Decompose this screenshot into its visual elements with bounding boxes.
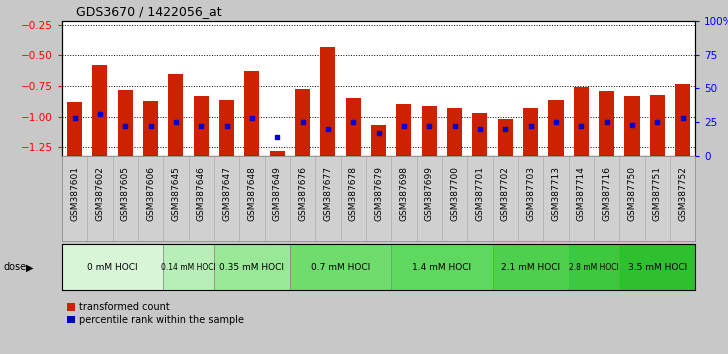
- Text: 0.35 mM HOCl: 0.35 mM HOCl: [219, 263, 285, 272]
- Text: GSM387716: GSM387716: [602, 166, 611, 221]
- Text: ▶: ▶: [25, 262, 33, 272]
- Bar: [625, 96, 639, 156]
- Text: GSM387751: GSM387751: [653, 166, 662, 221]
- Text: GSM387752: GSM387752: [678, 166, 687, 221]
- Bar: [194, 96, 209, 156]
- Text: GSM387646: GSM387646: [197, 166, 206, 221]
- Bar: [493, 156, 518, 241]
- Bar: [416, 156, 442, 241]
- Bar: [118, 90, 132, 156]
- Bar: [189, 156, 214, 241]
- Bar: [447, 108, 462, 156]
- Bar: [396, 104, 411, 156]
- Bar: [290, 244, 391, 290]
- Bar: [523, 108, 538, 156]
- Bar: [442, 156, 467, 241]
- Text: GSM387701: GSM387701: [475, 166, 484, 221]
- Text: GSM387698: GSM387698: [400, 166, 408, 221]
- Bar: [620, 156, 644, 241]
- Bar: [113, 156, 138, 241]
- Text: GSM387700: GSM387700: [450, 166, 459, 221]
- Text: GSM387713: GSM387713: [551, 166, 561, 221]
- Bar: [341, 156, 366, 241]
- Text: 1.4 mM HOCl: 1.4 mM HOCl: [412, 263, 472, 272]
- Text: GSM387648: GSM387648: [248, 166, 256, 221]
- Text: GSM387647: GSM387647: [222, 166, 231, 221]
- Bar: [168, 74, 183, 156]
- Text: GSM387679: GSM387679: [374, 166, 383, 221]
- Bar: [143, 101, 158, 156]
- Text: GSM387714: GSM387714: [577, 166, 586, 221]
- Bar: [391, 156, 416, 241]
- Bar: [269, 151, 285, 156]
- Bar: [543, 156, 569, 241]
- Bar: [315, 156, 341, 241]
- Text: GSM387678: GSM387678: [349, 166, 357, 221]
- Text: 2.1 mM HOCl: 2.1 mM HOCl: [501, 263, 560, 272]
- Bar: [422, 105, 437, 156]
- Text: GDS3670 / 1422056_at: GDS3670 / 1422056_at: [76, 5, 222, 18]
- Bar: [214, 156, 240, 241]
- Bar: [548, 99, 563, 156]
- Text: dose: dose: [4, 262, 27, 272]
- Bar: [569, 244, 620, 290]
- Bar: [620, 244, 695, 290]
- Bar: [67, 102, 82, 156]
- Bar: [498, 119, 513, 156]
- Text: 0.7 mM HOCl: 0.7 mM HOCl: [311, 263, 370, 272]
- Bar: [163, 244, 214, 290]
- Bar: [245, 72, 259, 156]
- Bar: [574, 87, 589, 156]
- Text: GSM387677: GSM387677: [323, 166, 333, 221]
- Bar: [391, 244, 493, 290]
- Bar: [594, 156, 620, 241]
- Text: GSM387601: GSM387601: [70, 166, 79, 221]
- Text: GSM387750: GSM387750: [628, 166, 636, 221]
- Bar: [87, 156, 113, 241]
- Text: GSM387702: GSM387702: [501, 166, 510, 221]
- Bar: [675, 84, 690, 156]
- Text: 2.8 mM HOCl: 2.8 mM HOCl: [569, 263, 619, 272]
- Bar: [320, 47, 336, 156]
- Bar: [670, 156, 695, 241]
- Text: GSM387703: GSM387703: [526, 166, 535, 221]
- Bar: [649, 95, 665, 156]
- Bar: [346, 98, 361, 156]
- Text: 0 mM HOCl: 0 mM HOCl: [87, 263, 138, 272]
- Bar: [467, 156, 493, 241]
- Bar: [62, 156, 87, 241]
- Bar: [366, 156, 391, 241]
- Text: GSM387605: GSM387605: [121, 166, 130, 221]
- Text: 3.5 mM HOCl: 3.5 mM HOCl: [628, 263, 687, 272]
- Text: GSM387699: GSM387699: [424, 166, 434, 221]
- Bar: [240, 156, 264, 241]
- Bar: [569, 156, 594, 241]
- Bar: [290, 156, 315, 241]
- Bar: [138, 156, 163, 241]
- Bar: [163, 156, 189, 241]
- Bar: [371, 125, 386, 156]
- Bar: [518, 156, 543, 241]
- Bar: [219, 99, 234, 156]
- Text: 0.14 mM HOCl: 0.14 mM HOCl: [161, 263, 216, 272]
- Bar: [214, 244, 290, 290]
- Text: GSM387649: GSM387649: [273, 166, 282, 221]
- Bar: [92, 65, 108, 156]
- Text: GSM387602: GSM387602: [95, 166, 104, 221]
- Bar: [62, 244, 163, 290]
- Legend: transformed count, percentile rank within the sample: transformed count, percentile rank withi…: [67, 302, 245, 325]
- Bar: [644, 156, 670, 241]
- Bar: [599, 91, 614, 156]
- Text: GSM387645: GSM387645: [171, 166, 181, 221]
- Bar: [493, 244, 569, 290]
- Bar: [264, 156, 290, 241]
- Text: GSM387676: GSM387676: [298, 166, 307, 221]
- Bar: [472, 113, 488, 156]
- Bar: [295, 88, 310, 156]
- Text: GSM387606: GSM387606: [146, 166, 155, 221]
